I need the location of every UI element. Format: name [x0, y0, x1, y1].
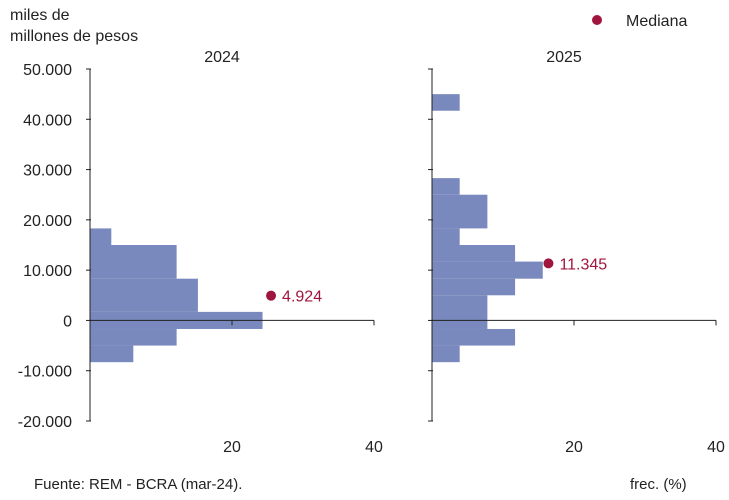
histogram-bar — [432, 94, 460, 111]
x-tick-label: 20 — [223, 439, 241, 456]
histogram-bar — [432, 228, 460, 245]
y-tick-label: 50.000 — [23, 62, 72, 79]
histogram-bar — [432, 245, 516, 262]
chart-panels: 2024 20 40 4.924 2025 20 40 11.345 — [86, 49, 725, 456]
y-tick-label: 10.000 — [23, 263, 72, 280]
histogram-bar — [90, 245, 177, 279]
y-axis-label: miles de millones de pesos — [10, 7, 138, 45]
histogram-bar — [90, 278, 198, 312]
median-marker — [266, 290, 277, 301]
y-axis-label-line1: miles de — [10, 7, 70, 24]
panel-title: 2025 — [546, 49, 582, 66]
histogram-bar — [432, 194, 488, 229]
y-tick-label: 40.000 — [23, 112, 72, 129]
y-tick-label: 20.000 — [23, 213, 72, 230]
histogram-bar — [432, 178, 460, 195]
legend-median-label: Mediana — [626, 13, 687, 30]
legend-median-marker — [592, 15, 602, 25]
y-axis-tick-labels: 50.000 40.000 30.000 20.000 10.000 0 -10.000 -2… — [18, 62, 72, 431]
histogram-bar — [432, 328, 516, 346]
histogram-bar — [90, 328, 177, 346]
median-value-label: 11.345 — [559, 256, 607, 273]
y-tick-label: 0 — [63, 313, 72, 330]
histogram-bar — [90, 345, 134, 363]
median-marker — [543, 258, 554, 269]
y-axis-label-line2: millones de pesos — [10, 28, 138, 45]
panel-2024: 2024 20 40 4.924 — [86, 49, 383, 456]
panel-2025: 2025 20 40 11.345 — [428, 49, 725, 456]
histogram-bar — [90, 228, 112, 245]
y-tick-label: 30.000 — [23, 163, 72, 180]
y-tick-label: -20.000 — [18, 414, 72, 431]
median-value-label: 4.924 — [282, 289, 322, 306]
source-note: Fuente: REM - BCRA (mar-24). — [34, 476, 242, 493]
x-tick-label: 20 — [565, 439, 583, 456]
histogram-bar — [432, 278, 516, 296]
y-tick-label: -10.000 — [18, 364, 72, 381]
x-axis-label: frec. (%) — [630, 476, 687, 493]
histogram-bar — [432, 345, 460, 363]
x-tick-label: 40 — [365, 439, 383, 456]
histogram-bar — [432, 295, 488, 329]
x-tick-label: 40 — [707, 439, 725, 456]
panel-title: 2024 — [204, 49, 240, 66]
histogram-bar — [432, 261, 543, 279]
